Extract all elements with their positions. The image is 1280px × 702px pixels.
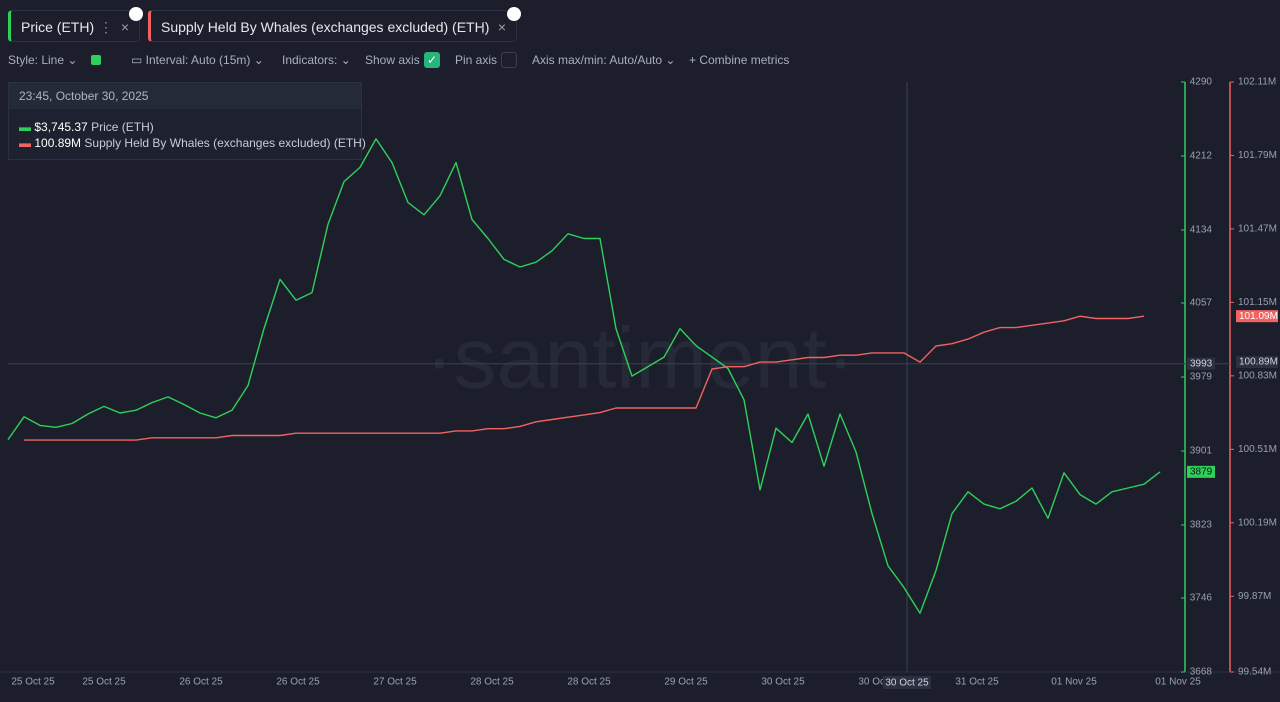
last-whale-badge — [1236, 310, 1278, 323]
series-line — [24, 315, 1145, 441]
x-tick-label: 29 Oct 25 — [664, 677, 708, 688]
color-picker[interactable] — [91, 55, 101, 65]
y2-tick-label: 99.54M — [1238, 667, 1271, 678]
eth-icon — [507, 7, 521, 21]
menu-icon[interactable]: ⋮ — [99, 19, 113, 35]
y2-tick-label: 100.83M — [1238, 370, 1277, 381]
y-tick-label: 4212 — [1190, 151, 1213, 162]
last-whale-badge-text: 101.09M — [1239, 311, 1278, 322]
x-tick-label: 26 Oct 25 — [276, 677, 320, 688]
y-tick-label: 4134 — [1190, 225, 1213, 236]
y-tick-label: 3746 — [1190, 593, 1213, 604]
tooltip-series: Supply Held By Whales (exchanges exclude… — [84, 136, 366, 150]
x-tick-label: 27 Oct 25 — [373, 677, 417, 688]
crosshair-y2-badge — [1236, 356, 1278, 369]
label: Combine metrics — [699, 53, 790, 67]
tooltip-row: ▬ $3,745.37 Price (ETH) — [19, 120, 154, 134]
y-tick-label: 3979 — [1190, 372, 1213, 383]
y2-tick-label: 101.79M — [1238, 150, 1277, 161]
indicators-select[interactable]: Indicators: ⌄ — [282, 53, 351, 67]
tab-label: Price (ETH) — [21, 19, 95, 35]
x-tick-label: 25 Oct 25 — [11, 677, 55, 688]
x-tick-label: 28 Oct 25 — [567, 677, 611, 688]
x-tick-label: 30 Oct 25 — [858, 677, 902, 688]
tooltip-value: $3,745.37 — [34, 120, 88, 134]
tooltip-date: 23:45, October 30, 2025 — [9, 83, 361, 109]
y2-tick-label: 101.47M — [1238, 224, 1277, 235]
y-tick-label: 3668 — [1190, 667, 1213, 678]
last-price-badge-text: 3879 — [1190, 466, 1213, 477]
y-tick-label: 4290 — [1190, 77, 1213, 88]
crosshair-x-badge — [883, 676, 931, 689]
x-tick-label: 01 Nov 25 — [1155, 677, 1201, 688]
y-tick-label: 3901 — [1190, 446, 1213, 457]
show-axis-toggle[interactable]: Show axis — [365, 53, 420, 67]
y2-tick-label: 100.19M — [1238, 517, 1277, 528]
x-tick-label: 25 Oct 25 — [82, 677, 126, 688]
y2-tick-label: 99.87M — [1238, 591, 1271, 602]
checkbox[interactable]: ✓ — [424, 52, 440, 68]
tooltip-value: 100.89M — [34, 136, 82, 150]
y2-tick-label: 101.15M — [1238, 297, 1277, 308]
eth-icon — [129, 7, 143, 21]
style-select[interactable]: Style: Line ⌄ — [8, 53, 78, 67]
checkbox[interactable] — [501, 52, 517, 68]
metric-tab[interactable]: Supply Held By Whales (exchanges exclude… — [148, 10, 517, 42]
series-line — [7, 138, 1161, 614]
tooltip-row: ▬ 100.89M Supply Held By Whales (exchang… — [19, 136, 366, 150]
y2-tick-label: 100.51M — [1238, 444, 1277, 455]
x-tick-label: 28 Oct 25 — [470, 677, 514, 688]
crosshair-y2-badge-text: 100.89M — [1239, 357, 1278, 368]
axis-maxmin-select[interactable]: Axis max/min: Auto/Auto ⌄ — [532, 53, 676, 67]
label: Style: Line — [8, 53, 65, 67]
label: Pin axis — [455, 53, 498, 67]
interval-select[interactable]: ▭ Interval: Auto (15m) ⌄ — [131, 53, 264, 67]
tab-label: Supply Held By Whales (exchanges exclude… — [161, 19, 490, 35]
x-tick-label: 26 Oct 25 — [179, 677, 223, 688]
combine-button[interactable]: + Combine metrics — [689, 53, 790, 67]
y-tick-label: 4057 — [1190, 298, 1213, 309]
close-button[interactable]: × — [497, 19, 506, 35]
label: Interval: Auto (15m) — [145, 53, 251, 67]
tooltip-series: Price (ETH) — [91, 120, 154, 134]
y-tick-label: 3823 — [1190, 520, 1213, 531]
metric-tab[interactable]: Price (ETH) ⋮ × — [8, 10, 140, 42]
crosshair-y-badge — [1187, 357, 1215, 370]
tooltip: 23:45, October 30, 2025 ▬ $3,745.37 Pric… — [8, 82, 366, 160]
label: Show axis — [365, 53, 420, 67]
label: Axis max/min: Auto/Auto — [532, 53, 663, 67]
x-tick-label: 31 Oct 25 — [955, 677, 999, 688]
x-tick-label: 30 Oct 25 — [761, 677, 805, 688]
crosshair-x-label: 30 Oct 25 — [885, 678, 929, 689]
menu-icon[interactable]: ⋮ — [476, 19, 490, 35]
pin-axis-toggle[interactable]: Pin axis — [455, 53, 497, 67]
close-button[interactable]: × — [120, 19, 129, 35]
y2-tick-label: 102.11M — [1238, 77, 1276, 88]
crosshair-y-badge-text: 3993 — [1190, 358, 1213, 369]
x-tick-label: 01 Nov 25 — [1051, 677, 1097, 688]
label: Indicators: — [282, 53, 338, 67]
last-price-badge — [1187, 465, 1215, 478]
watermark: ·santiment· — [425, 311, 855, 407]
